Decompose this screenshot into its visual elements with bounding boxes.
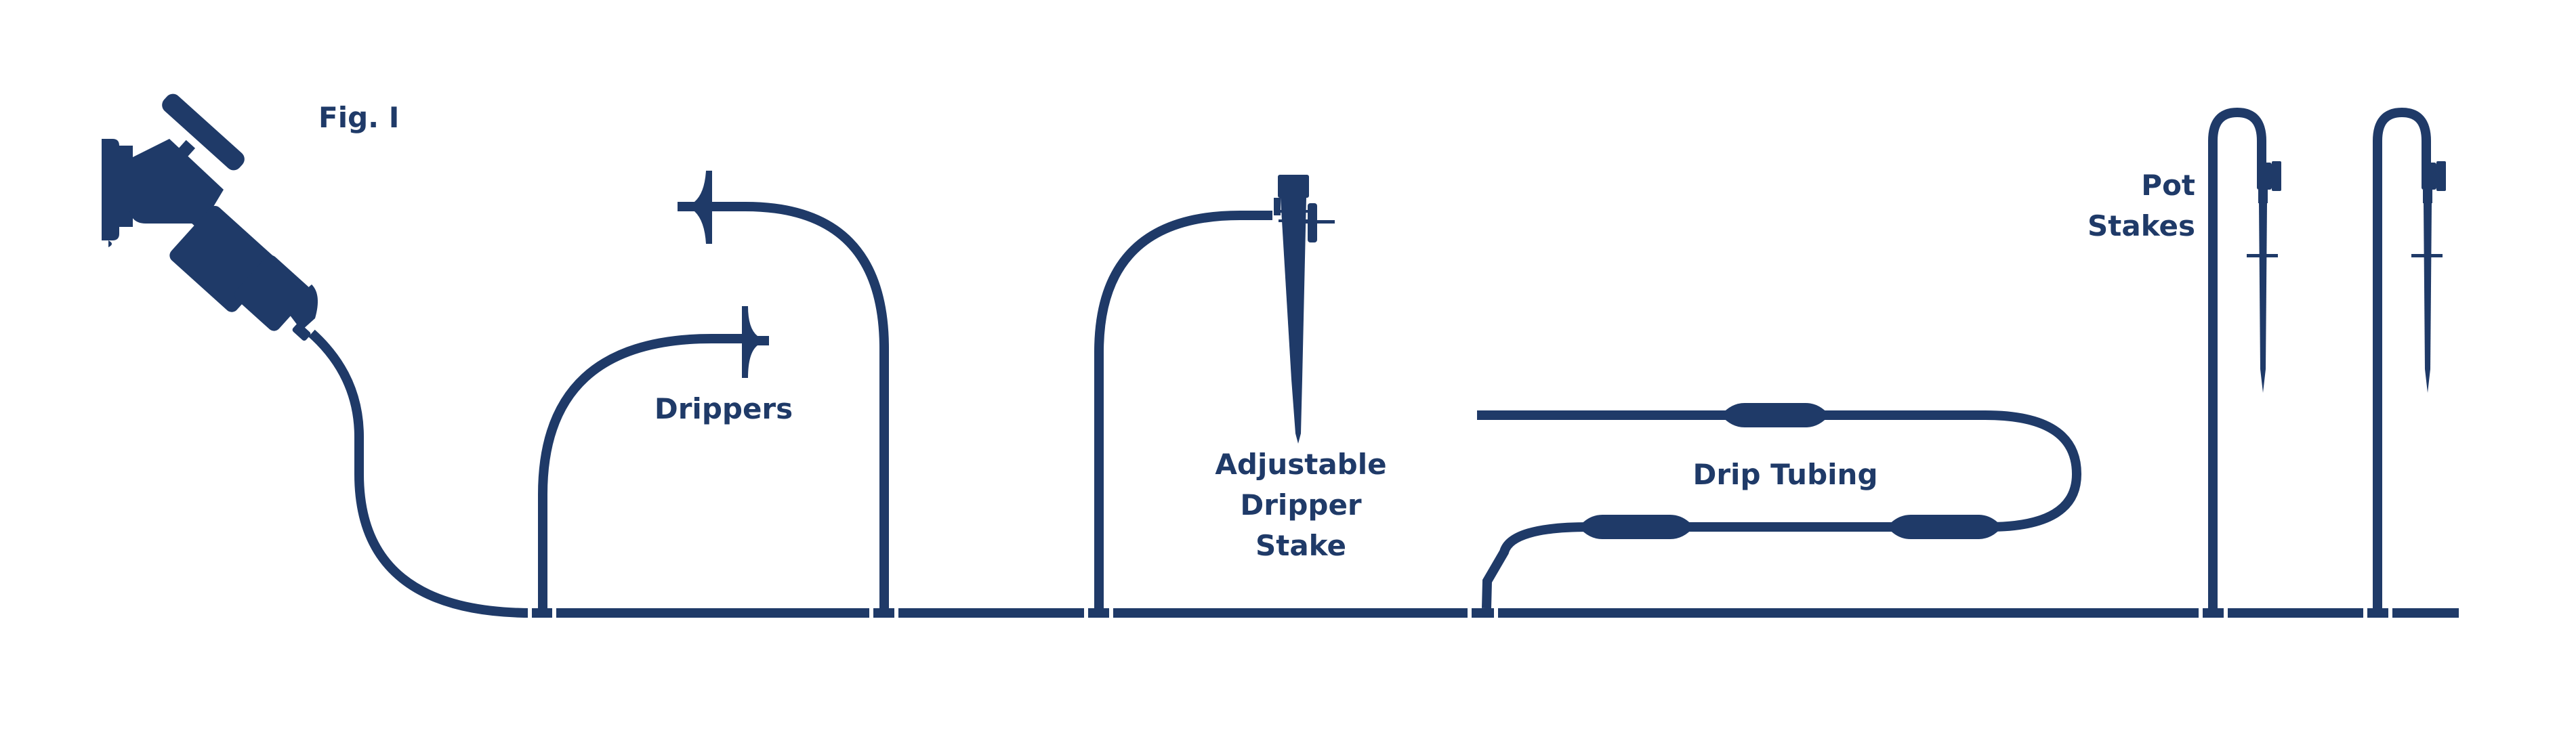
adjustable-stake-label-line1: Adjustable: [1215, 448, 1386, 481]
pot-stakes-label-line2: Stakes: [2087, 209, 2195, 242]
pot-stake-icon: [2208, 107, 2281, 608]
drippers-label: Drippers: [655, 392, 793, 425]
adjustable-dripper-stake-icon: [1274, 175, 1335, 444]
hose-faucet-icon: [102, 93, 318, 341]
pot-stake-icon: [2373, 107, 2446, 608]
inline-emitter-icon: [1579, 403, 2002, 539]
adjustable-stake-label-line2: Dripper: [1240, 488, 1362, 522]
dripper-tube-1: [538, 334, 735, 608]
supply-hose: [308, 329, 533, 618]
adjustable-stake-label-line3: Stake: [1255, 529, 1346, 562]
dripper-icon: [678, 171, 769, 378]
tee-connectors: [528, 606, 2392, 620]
stake-feed-tube: [1094, 211, 1272, 608]
drip-tubing-bottom: [1482, 522, 1590, 609]
dripper-tube-2: [720, 202, 889, 608]
figure-label: Fig. I: [318, 101, 399, 134]
drip-tubing-top: [1477, 410, 2082, 532]
drip-tubing-label: Drip Tubing: [1692, 458, 1877, 491]
pot-stakes-label-line1: Pot: [2141, 169, 2195, 202]
